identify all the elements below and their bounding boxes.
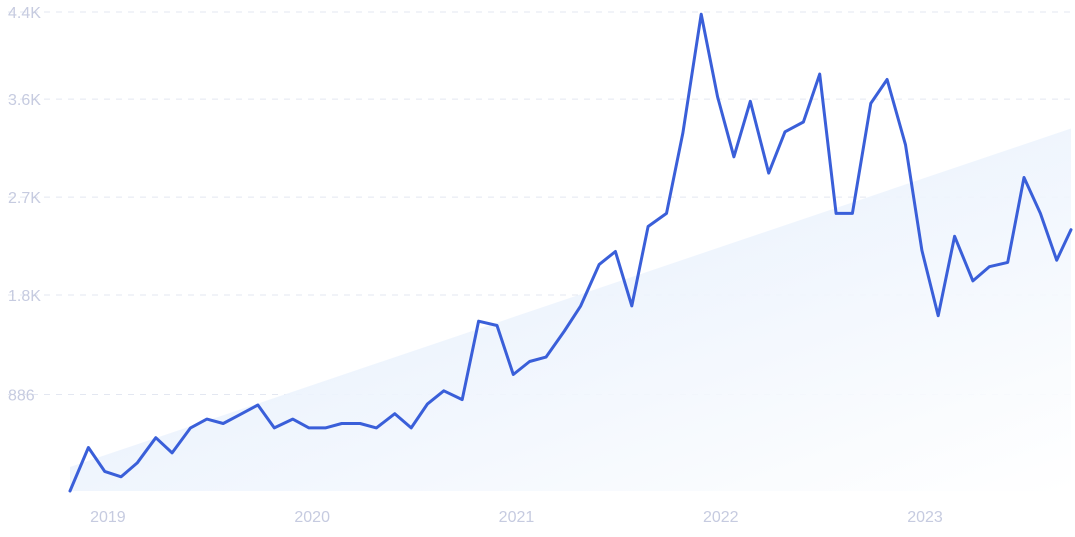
y-tick-label: 2.7K: [8, 190, 41, 207]
y-tick-label: 3.6K: [8, 92, 41, 109]
series-line: [68, 12, 1073, 493]
trend-area: [70, 128, 1071, 492]
y-axis: 886 1.8K 2.7K 3.6K 4.4K: [8, 5, 41, 405]
x-tick-label: 2022: [703, 509, 739, 526]
x-tick-label: 2021: [499, 509, 535, 526]
x-axis: 2019 2020 2021 2022 2023: [90, 509, 943, 526]
y-tick-label: 886: [8, 388, 35, 405]
x-tick-label: 2019: [90, 509, 126, 526]
x-tick-label: 2023: [907, 509, 943, 526]
y-tick-label: 1.8K: [8, 288, 41, 305]
y-tick-label: 4.4K: [8, 5, 41, 22]
x-tick-label: 2020: [294, 509, 330, 526]
